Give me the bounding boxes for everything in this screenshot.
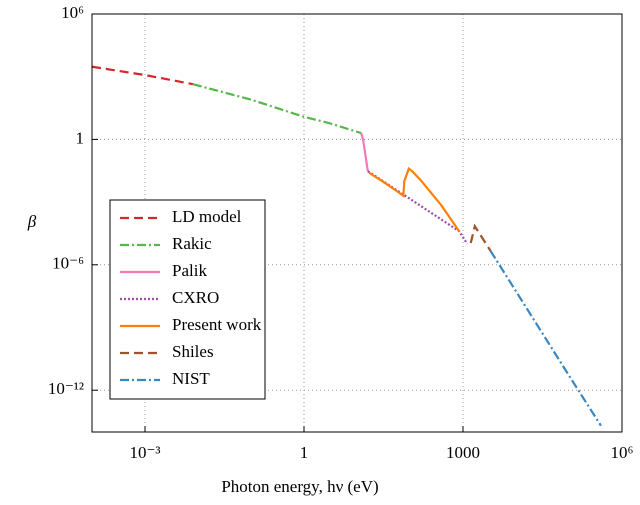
x-axis-label: Photon energy, hν (eV) — [221, 477, 378, 496]
series-line — [469, 223, 492, 252]
x-tick-label: 1000 — [446, 443, 480, 462]
x-tick-label: 10⁻³ — [129, 443, 160, 462]
plot-frame — [91, 13, 623, 433]
series-line — [368, 166, 461, 232]
y-tick-label: 10⁶ — [61, 3, 84, 22]
legend-label: NIST — [172, 369, 210, 388]
legend-label: Shiles — [172, 342, 214, 361]
legend-label: Present work — [172, 315, 262, 334]
series-line — [360, 132, 369, 172]
legend-label: CXRO — [172, 288, 219, 307]
legend-label: Rakic — [172, 234, 212, 253]
y-axis-label: β — [27, 212, 37, 231]
y-tick-label: 10⁻¹² — [48, 379, 84, 398]
x-tick-label: 1 — [300, 443, 309, 462]
legend-label: Palik — [172, 261, 207, 280]
legend-box — [109, 199, 266, 400]
y-tick-label: 1 — [76, 128, 85, 147]
legend-label: LD model — [172, 207, 242, 226]
y-tick-label: 10⁻⁶ — [52, 254, 84, 273]
series-line — [92, 65, 194, 86]
x-tick-label: 10⁶ — [611, 443, 634, 462]
series-line — [489, 250, 602, 427]
series-line — [192, 83, 362, 135]
series-line — [367, 170, 469, 245]
